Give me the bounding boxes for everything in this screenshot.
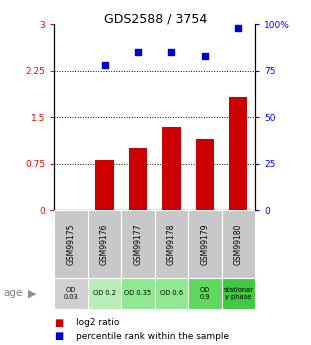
Text: age: age <box>3 288 22 298</box>
Text: log2 ratio: log2 ratio <box>76 318 119 327</box>
Bar <box>229 97 248 210</box>
Bar <box>162 127 181 210</box>
Bar <box>95 159 114 210</box>
Bar <box>222 278 255 309</box>
Bar <box>188 210 222 278</box>
Bar <box>222 210 255 278</box>
Point <box>136 49 141 55</box>
Text: OD
0.03: OD 0.03 <box>64 287 78 300</box>
Bar <box>155 278 188 309</box>
Text: GSM99178: GSM99178 <box>167 224 176 265</box>
Text: OD 0.35: OD 0.35 <box>124 290 151 296</box>
Text: GSM99179: GSM99179 <box>200 223 209 265</box>
Bar <box>121 278 155 309</box>
Bar <box>88 278 121 309</box>
Text: ■: ■ <box>54 332 64 341</box>
Bar <box>188 278 222 309</box>
Text: ■: ■ <box>54 318 64 327</box>
Point <box>236 25 241 31</box>
Bar <box>129 148 147 210</box>
Bar <box>54 210 88 278</box>
Text: GDS2588 / 3754: GDS2588 / 3754 <box>104 12 207 25</box>
Text: percentile rank within the sample: percentile rank within the sample <box>76 332 229 341</box>
Text: OD 0.2: OD 0.2 <box>93 290 116 296</box>
Point <box>102 62 107 68</box>
Text: GSM99176: GSM99176 <box>100 223 109 265</box>
Bar <box>54 278 88 309</box>
Text: OD 0.6: OD 0.6 <box>160 290 183 296</box>
Text: GSM99177: GSM99177 <box>133 223 142 265</box>
Text: GSM99175: GSM99175 <box>67 223 76 265</box>
Bar <box>88 210 121 278</box>
Text: OD
0.9: OD 0.9 <box>200 287 210 300</box>
Bar <box>155 210 188 278</box>
Bar <box>196 139 214 210</box>
Text: GSM99180: GSM99180 <box>234 224 243 265</box>
Text: ▶: ▶ <box>28 288 37 298</box>
Bar <box>121 210 155 278</box>
Point <box>202 53 207 59</box>
Point <box>169 49 174 55</box>
Text: stationar
y phase: stationar y phase <box>223 287 253 300</box>
